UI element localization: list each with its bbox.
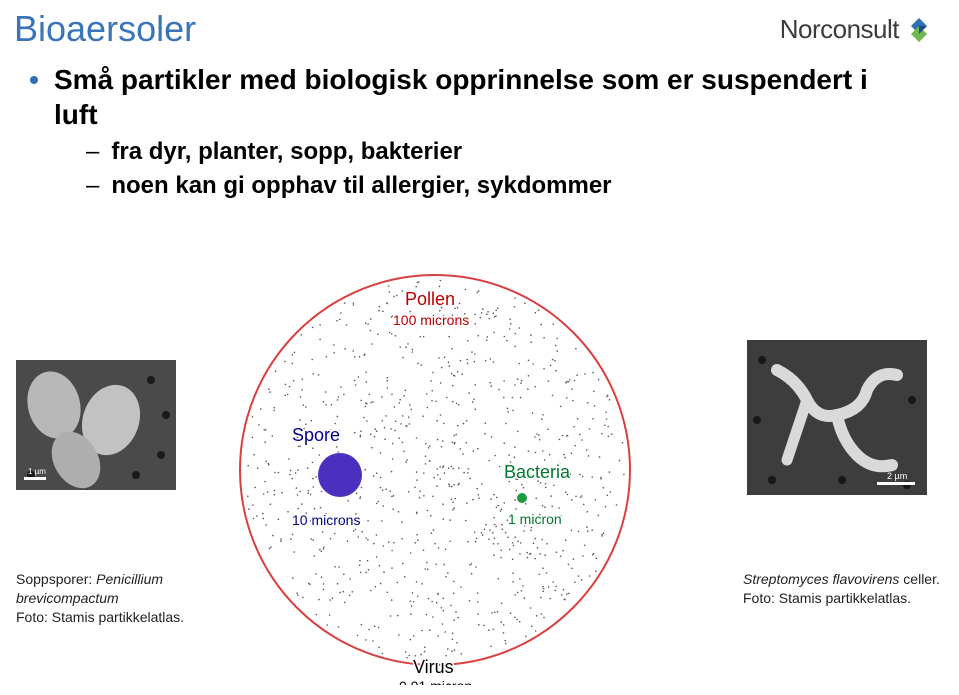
bullet-level1: Små partikler med biologisk opprinnelse … <box>30 62 910 132</box>
caption-left: Soppsporer: Penicillium brevicompactum F… <box>16 570 196 627</box>
bullet-dot-icon <box>30 76 38 84</box>
caption-left-prefix: Soppsporer: <box>16 571 96 587</box>
svg-text:100 microns: 100 microns <box>393 312 469 328</box>
bullet-list: Små partikler med biologisk opprinnelse … <box>30 62 910 203</box>
svg-text:0.01 micron: 0.01 micron <box>399 678 472 685</box>
scalebar-left-label: 1 µm <box>28 467 46 476</box>
bullet2b-text: noen kan gi opphav til allergier, sykdom… <box>111 170 611 202</box>
svg-text:Spore: Spore <box>292 425 340 445</box>
caption-right: Streptomyces flavovirens celler. Foto: S… <box>743 570 943 608</box>
size-comparison-diagram: Pollen 100 microns Spore 10 microns Bacteria… <box>235 245 675 685</box>
svg-text:Pollen: Pollen <box>405 289 455 309</box>
caption-left-credit: Foto: Stamis partikkelatlas. <box>16 609 184 625</box>
bullet-level2: – noen kan gi opphav til allergier, sykd… <box>86 170 910 202</box>
logo: Norconsult <box>780 14 933 45</box>
bullet-level2: – fra dyr, planter, sopp, bakterier <box>86 136 910 168</box>
logo-text: Norconsult <box>780 14 899 45</box>
caption-right-suffix: celler. <box>899 571 939 587</box>
bullet1-text: Små partikler med biologisk opprinnelse … <box>54 62 910 132</box>
caption-right-credit: Foto: Stamis partikkelatlas. <box>743 590 911 606</box>
caption-right-species: Streptomyces flavovirens <box>743 571 899 587</box>
slide-title: Bioaersoler <box>14 8 196 50</box>
svg-text:1 micron: 1 micron <box>508 511 562 527</box>
scalebar-right-label: 2 µm <box>887 471 907 481</box>
micrograph-spores: 1 µm <box>16 360 176 490</box>
micrograph-streptomyces: 2 µm <box>747 340 927 495</box>
bullet2a-text: fra dyr, planter, sopp, bakterier <box>111 136 462 168</box>
dash-icon: – <box>86 170 99 202</box>
logo-icon <box>905 16 933 44</box>
dash-icon: – <box>86 136 99 168</box>
svg-text:Virus: Virus <box>413 657 454 677</box>
svg-text:10 microns: 10 microns <box>292 512 360 528</box>
svg-text:Bacteria: Bacteria <box>504 462 571 482</box>
